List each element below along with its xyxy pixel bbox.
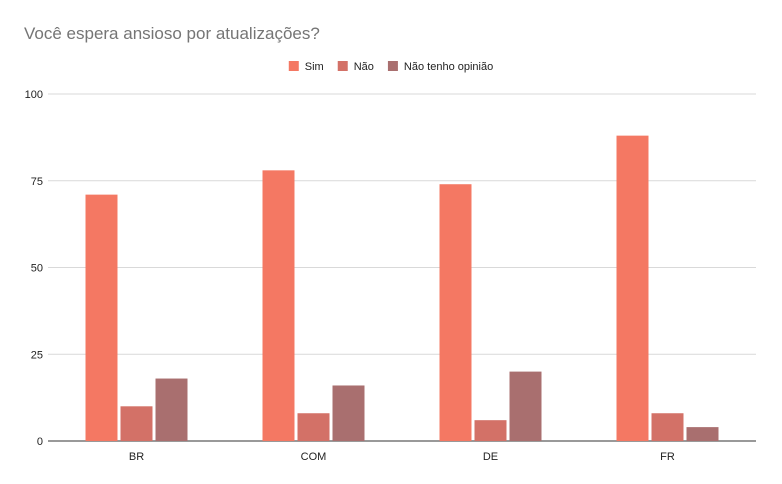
x-tick-label: DE xyxy=(483,451,498,463)
legend-swatch xyxy=(288,61,299,71)
bar-br-sim xyxy=(85,194,118,441)
bar-br-n-o-tenho-opini-o xyxy=(155,378,188,441)
bar-de-n-o-tenho-opini-o xyxy=(509,371,542,441)
bar-br-n-o xyxy=(120,406,153,441)
gridlines xyxy=(48,93,756,442)
bar-com-n-o xyxy=(297,413,330,441)
legend-label: Não tenho opinião xyxy=(404,61,493,73)
x-tick-label: BR xyxy=(129,451,144,463)
x-tick-label: FR xyxy=(660,451,675,463)
bar-com-n-o-tenho-opini-o xyxy=(332,385,365,441)
bars xyxy=(85,135,719,441)
legend: Sim Não Não tenho opinião xyxy=(288,61,493,73)
bar-fr-n-o-tenho-opini-o xyxy=(686,427,719,441)
y-tick-label: 0 xyxy=(37,436,43,448)
y-tick-label: 75 xyxy=(31,176,43,188)
legend-swatch xyxy=(387,61,398,71)
legend-label: Não xyxy=(354,61,374,73)
y-tick-label: 50 xyxy=(31,263,43,275)
y-tick-label: 100 xyxy=(25,89,43,101)
chart-title: Você espera ansioso por atualizações? xyxy=(24,24,320,43)
bar-com-sim xyxy=(262,170,295,441)
y-axis-ticks: 0 25 50 75 100 xyxy=(25,89,43,448)
x-axis-ticks: BR COM DE FR xyxy=(129,451,675,463)
legend-label: Sim xyxy=(305,61,324,73)
bar-de-sim xyxy=(439,184,472,441)
bar-fr-n-o xyxy=(651,413,684,441)
x-tick-label: COM xyxy=(301,451,327,463)
bar-fr-sim xyxy=(616,135,649,441)
bar-de-n-o xyxy=(474,420,507,441)
y-tick-label: 25 xyxy=(31,349,43,361)
legend-swatch xyxy=(337,61,348,71)
